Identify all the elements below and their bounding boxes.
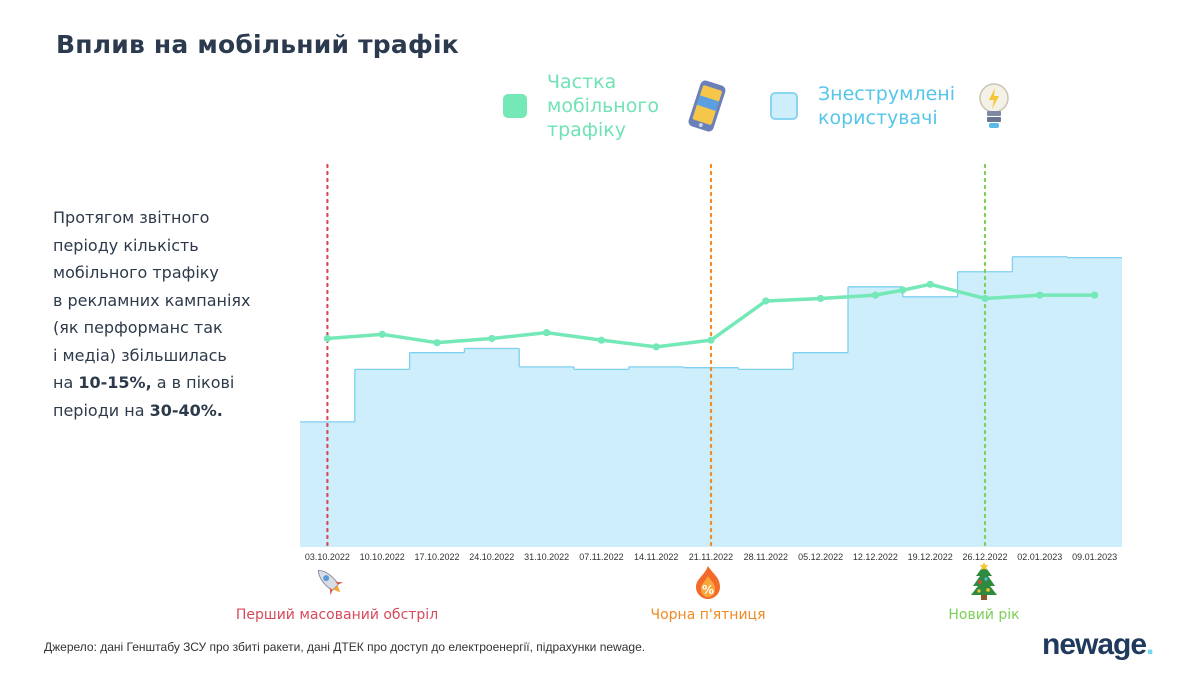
desc-line: (як перформанс так: [53, 318, 223, 337]
legend-line: Знеструмлені: [818, 83, 955, 105]
mobile-share-point: [488, 334, 496, 343]
x-tick-label: 31.10.2022: [524, 552, 569, 562]
event-label-new-year: Новий рік: [948, 607, 1020, 623]
legend-blue-swatch: [770, 92, 798, 120]
legend-affected-users: Знеструмлені користувачі: [770, 80, 1012, 132]
desc-fragment: періоди на: [53, 400, 150, 420]
description-text: Протягом звітного періоду кількість мобі…: [53, 204, 283, 424]
x-tick-label: 24.10.2022: [469, 552, 514, 562]
legend-green-swatch: [503, 94, 527, 118]
x-tick-label: 26.12.2022: [962, 552, 1007, 562]
mobile-share-point: [543, 329, 551, 337]
desc-line: Протягом звітного: [53, 208, 210, 227]
mobile-share-point: [762, 297, 770, 305]
legend-mobile-share: Частка мобільного трафіку: [503, 70, 729, 142]
mobile-share-point: [707, 336, 715, 344]
mobile-share-point: [981, 294, 989, 303]
mobile-share-line: [327, 282, 1095, 349]
phone-icon: [688, 80, 726, 132]
mobile-share-point: [1036, 291, 1044, 299]
desc-highlight: 30-40%.: [149, 400, 223, 420]
x-tick-label: 12.12.2022: [853, 552, 898, 562]
mobile-share-point: [817, 294, 825, 303]
legend-line: користувачі: [818, 107, 938, 129]
desc-line: мобільного трафіку: [53, 263, 219, 282]
legend-line: мобільного: [547, 95, 659, 117]
event-label-first-shelling: Перший масований обстріл: [235, 607, 439, 623]
x-tick-label: 05.12.2022: [798, 552, 843, 562]
desc-line: періоду кількість: [53, 235, 199, 255]
mobile-share-point: [1091, 291, 1099, 299]
rocket-icon: [317, 569, 344, 596]
x-tick-label: 10.10.2022: [360, 552, 405, 562]
mobile-share-point: [652, 343, 660, 351]
lightbulb-icon: [979, 83, 1009, 128]
svg-text:%: %: [702, 583, 714, 597]
christmas-tree-icon: [971, 562, 997, 600]
desc-line: в рекламних кампаніях: [53, 290, 251, 310]
x-tick-label: 17.10.2022: [414, 552, 459, 562]
page-title: Вплив на мобільний трафік: [56, 30, 459, 59]
x-tick-label: 02.01.2023: [1017, 552, 1062, 562]
desc-line: і медіа) збільшилась: [53, 345, 227, 365]
event-label-black-friday: Чорна п'ятниця: [650, 607, 766, 623]
mobile-share-point: [323, 334, 331, 343]
x-tick-label: 28.11.2022: [744, 552, 788, 562]
mobile-share-point: [926, 280, 934, 288]
mobile-share-point: [433, 339, 441, 347]
x-tick-label: 21.11.2022: [689, 552, 733, 562]
x-tick-label: 19.12.2022: [908, 552, 953, 562]
x-tick-label: 09.01.2023: [1072, 552, 1117, 562]
mobile-share-point: [899, 286, 907, 294]
legend-line: Частка: [547, 71, 617, 93]
x-tick-label: 14.11.2022: [634, 552, 678, 562]
legend-affected-users-label: Знеструмлені користувачі: [818, 82, 968, 130]
desc-line: періоди на 30-40%.: [53, 397, 283, 425]
x-tick-label: 07.11.2022: [579, 552, 623, 562]
affected-users-area: [300, 256, 1122, 547]
newage-logo: newage.: [1042, 628, 1154, 662]
mobile-share-point: [871, 291, 880, 299]
desc-fragment: на: [53, 373, 79, 392]
legend-mobile-share-label: Частка мобільного трафіку: [547, 70, 667, 142]
percent-fire-icon: %: [696, 566, 720, 599]
source-note: Джерело: дані Генштабу ЗСУ про збиті рак…: [44, 640, 646, 654]
desc-line: на 10-15%, а в пікові: [53, 369, 283, 397]
logo-text: newage: [1042, 628, 1147, 661]
desc-fragment: а в пікові: [151, 373, 235, 392]
logo-dot: .: [1146, 628, 1154, 661]
mobile-share-point: [378, 330, 386, 338]
desc-highlight: 10-15%,: [78, 373, 152, 392]
mobile-share-point: [597, 336, 606, 344]
legend-line: трафіку: [547, 119, 627, 141]
x-tick-label: 03.10.2022: [305, 552, 350, 562]
